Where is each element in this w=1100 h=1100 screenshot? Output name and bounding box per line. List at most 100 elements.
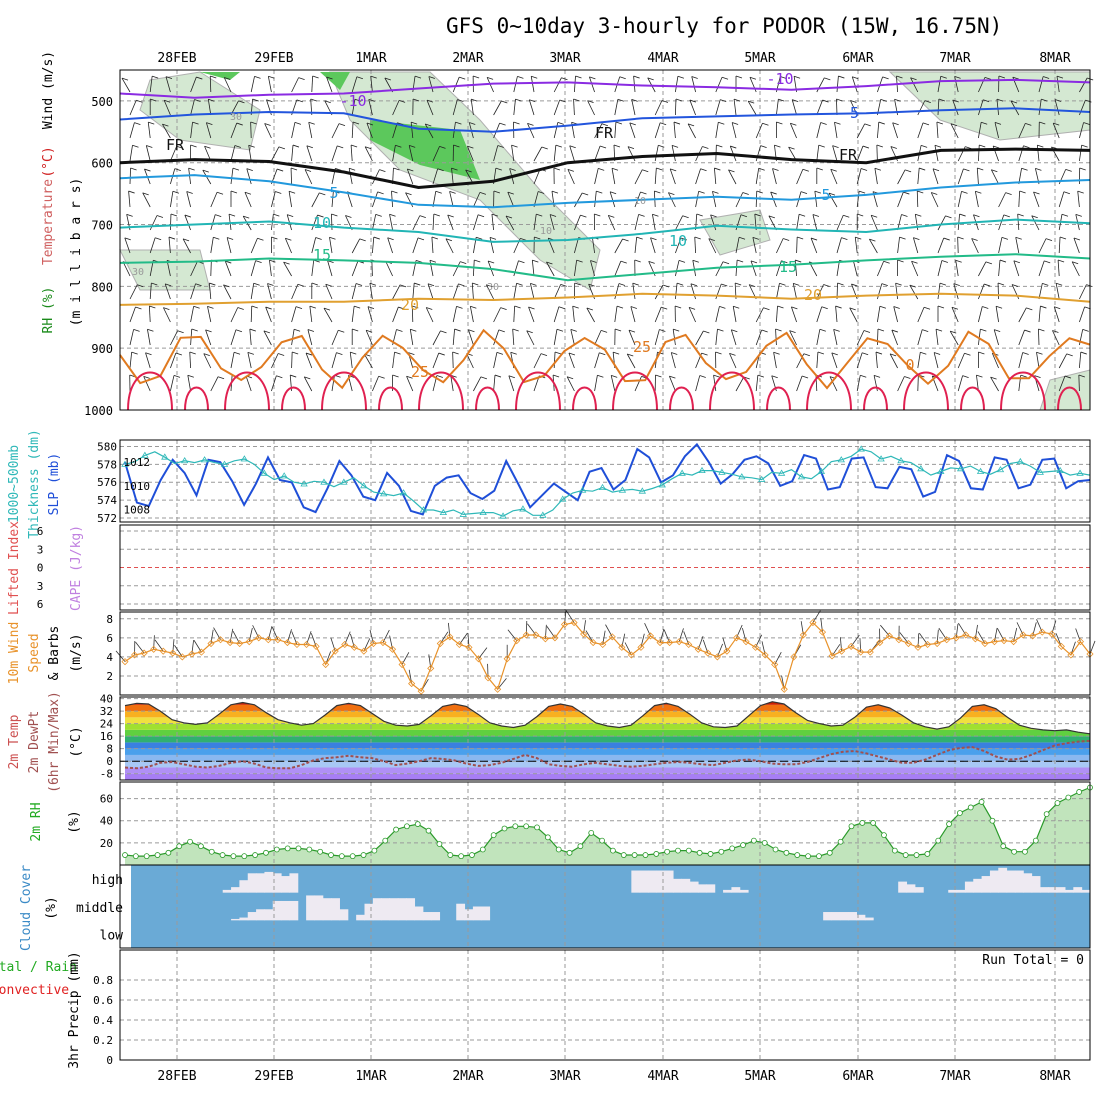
temp-tick-label: 8: [106, 743, 113, 756]
upper-wind-barb-flag: [471, 98, 478, 102]
upper-wind-barb-flag: [567, 169, 575, 172]
upper-wind-barb-flag: [217, 376, 225, 380]
upper-wind-barb: [1038, 238, 1047, 254]
upper-wind-barb: [954, 76, 959, 93]
isotherm-30-dome: [709, 371, 755, 411]
upper-wind-barb: [735, 376, 745, 392]
bottom-date-label: 29FEB: [254, 1069, 293, 1084]
upper-wind-barb-flag: [915, 213, 922, 217]
rh-point: [956, 810, 963, 816]
upper-wind-barb-flag: [633, 75, 640, 79]
upper-wind-barb-flag: [812, 214, 820, 217]
upper-wind-barb: [412, 283, 415, 300]
upper-wind-barb-flag: [163, 307, 170, 310]
upper-wind-barb-flag: [234, 145, 241, 148]
cloud-cell-high: [998, 867, 1008, 893]
wind10-point: [551, 634, 559, 642]
wind10-point: [427, 664, 435, 672]
upper-wind-barb-flag: [838, 75, 845, 79]
upper-wind-barb-flag: [338, 123, 346, 126]
upper-wind-barb: [331, 145, 338, 162]
upper-wind-barb-flag: [957, 236, 964, 240]
upper-wind-barb-flag: [613, 144, 621, 148]
wind10-point: [952, 634, 960, 642]
upper-wind-barb: [574, 76, 576, 93]
wind10-point: [1029, 632, 1037, 640]
upper-wind-barb-flag: [172, 190, 180, 194]
upper-wind-barb: [834, 122, 838, 139]
upper-wind-barb-flag: [814, 190, 821, 194]
upper-wind-barb-flag: [126, 213, 133, 217]
upper-wind-barb: [553, 122, 559, 139]
cloud-cell-middle: [264, 909, 274, 921]
upper-wind-barb-flag: [349, 167, 356, 171]
upper-wind-barb: [730, 329, 737, 346]
upper-wind-barb-flag: [830, 168, 837, 172]
upper-wind-barb: [614, 306, 618, 323]
cloud-cell-high: [723, 889, 732, 893]
upper-wind-barb-flag: [392, 374, 399, 378]
upper-wind-barb-flag: [783, 238, 790, 241]
wind10-point: [666, 639, 674, 647]
upper-wind-barb-flag: [789, 330, 796, 333]
wind10-point: [465, 643, 473, 651]
upper-wind-barb: [349, 352, 353, 369]
upper-wind-barb-flag: [210, 75, 217, 79]
upper-wind-barb-flag: [298, 77, 305, 80]
panel-frame-li: [119, 524, 1091, 611]
contour-label: 10: [634, 196, 646, 207]
wind10-barbs-label: & Barbs: [47, 626, 62, 681]
upper-wind-barb-flag: [370, 75, 377, 79]
cloud-cell-middle: [289, 900, 299, 921]
upper-wind-barb-flag: [447, 214, 454, 218]
thickness-point: [578, 486, 587, 493]
upper-wind-barb-flag: [276, 375, 283, 379]
rh-point: [469, 852, 475, 858]
upper-wind-barb-flag: [990, 376, 997, 380]
upper-wind-barb: [835, 306, 838, 323]
thickness-point: [837, 456, 845, 463]
upper-wind-barb: [129, 100, 137, 116]
upper-wind-barb-flag: [509, 168, 516, 171]
upper-wind-barb-flag: [790, 122, 797, 126]
upper-wind-barb: [291, 77, 299, 93]
cloud-cell-middle: [256, 909, 265, 921]
upper-wind-barb-flag: [601, 123, 608, 127]
upper-wind-barb: [607, 215, 616, 231]
isotherm-15: [119, 253, 1091, 282]
upper-wind-barb-flag: [634, 259, 641, 263]
upper-wind-barb: [772, 168, 777, 185]
wind10-point: [589, 639, 597, 647]
wind10-point: [761, 651, 769, 659]
upper-wind-barb-flag: [638, 214, 645, 217]
upper-wind-barb-flag: [1082, 328, 1089, 332]
upper-wind-barb-flag: [460, 261, 467, 264]
cloud-axis-label: Cloud Cover: [19, 865, 34, 951]
isotherm-30-dome: [806, 371, 852, 411]
rh-point: [599, 837, 605, 844]
upper-wind-barb: [470, 99, 474, 116]
thickness-point: [340, 478, 348, 485]
upper-wind-barb: [267, 283, 272, 300]
upper-wind-barb-flag: [1010, 100, 1018, 104]
upper-wind-barb-flag: [976, 374, 983, 378]
upper-wind-barb-flag: [1034, 375, 1041, 378]
upper-wind-barb: [796, 236, 798, 254]
upper-wind-barb: [250, 305, 253, 323]
upper-wind-barb: [533, 146, 543, 162]
upper-wind-barb: [288, 191, 292, 208]
temperature-axis-label: Temperature: [41, 179, 56, 265]
thickness-point: [499, 512, 507, 519]
upper-wind-barb-flag: [997, 282, 1005, 286]
upper-wind-barb-flag: [713, 374, 720, 378]
upper-wind-barb-flag: [943, 237, 950, 241]
upper-wind-barb-flag: [480, 376, 488, 380]
upper-wind-barb: [628, 330, 636, 346]
upper-wind-barb-flag: [977, 167, 984, 171]
upper-wind-barb: [715, 261, 724, 277]
upper-wind-barb-flag: [824, 77, 831, 81]
upper-wind-barb-flag: [655, 374, 662, 378]
wind10-point: [264, 636, 272, 644]
upper-wind-barb-flag: [617, 98, 624, 102]
rh-point: [1043, 811, 1050, 817]
